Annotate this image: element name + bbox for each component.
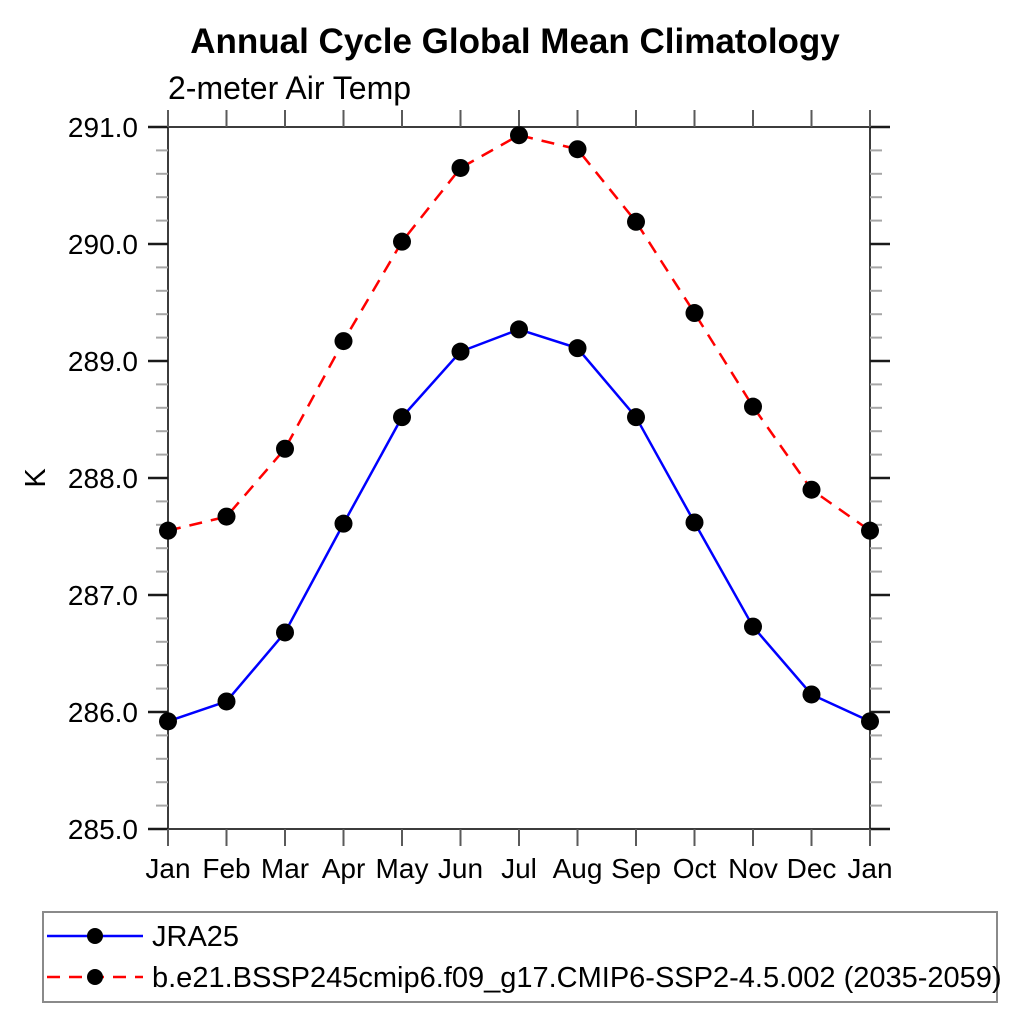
y-tick-label: 288.0 <box>68 463 138 494</box>
x-tick-label: Jan <box>847 853 892 884</box>
legend-box <box>42 911 998 1003</box>
data-point <box>334 332 353 351</box>
data-point <box>744 397 762 416</box>
legend-marker-model <box>87 969 103 985</box>
data-point <box>393 408 411 427</box>
x-tick-label: Feb <box>202 853 250 884</box>
data-point <box>685 513 704 532</box>
y-tick-label: 286.0 <box>68 697 138 728</box>
data-point <box>861 712 879 731</box>
data-point <box>217 692 236 711</box>
y-tick-label: 291.0 <box>68 112 138 143</box>
x-tick-label: Jan <box>145 853 190 884</box>
data-point <box>568 339 587 358</box>
x-tick-label: Sep <box>611 853 661 884</box>
data-point <box>627 212 645 231</box>
x-tick-label: Jun <box>438 853 483 884</box>
chart-subtitle: 2-meter Air Temp <box>168 70 411 106</box>
data-point <box>451 158 470 177</box>
data-point <box>568 140 587 159</box>
data-point <box>276 623 294 642</box>
data-point <box>627 408 645 427</box>
legend-label-jra25: JRA25 <box>152 921 239 953</box>
data-series <box>159 126 879 731</box>
legend-label-model: b.e21.BSSP245cmip6.f09_g17.CMIP6-SSP2-4.… <box>152 962 1002 994</box>
data-point <box>510 320 528 339</box>
chart-title: Annual Cycle Global Mean Climatology <box>190 22 840 61</box>
data-point <box>159 521 177 540</box>
x-tick-label: Apr <box>322 853 366 884</box>
data-point <box>802 480 821 499</box>
data-point <box>217 507 236 526</box>
data-point <box>685 304 704 323</box>
data-point <box>334 514 353 533</box>
data-point <box>451 342 470 361</box>
y-tick-label: 285.0 <box>68 814 138 845</box>
plot-frame <box>167 126 871 830</box>
data-point <box>393 232 411 251</box>
y-tick-label: 289.0 <box>68 346 138 377</box>
axes: 285.0 286.0 287.0 288.0 289.0 290.0 291.0 Jan Fe… <box>68 110 893 884</box>
x-tick-label: Dec <box>787 853 837 884</box>
data-point <box>276 439 294 458</box>
x-tick-label: Nov <box>728 853 778 884</box>
series-line-jra25 <box>167 328 871 723</box>
data-point <box>159 712 177 731</box>
legend: JRA25 b.e21.BSSP245cmip6.f09_g17.CMIP6-S… <box>42 911 1002 1003</box>
x-tick-label: May <box>376 853 429 884</box>
data-point <box>861 521 879 540</box>
data-point <box>510 126 528 145</box>
x-tick-label: Aug <box>553 853 603 884</box>
y-axis-label: K <box>20 468 52 488</box>
x-tick-label: Mar <box>261 853 309 884</box>
x-tick-label: Oct <box>673 853 717 884</box>
y-tick-label: 290.0 <box>68 229 138 260</box>
data-point <box>744 617 762 636</box>
data-point <box>802 685 821 704</box>
y-tick-label: 287.0 <box>68 580 138 611</box>
x-tick-label: Jul <box>501 853 537 884</box>
legend-marker-jra25 <box>87 928 103 944</box>
